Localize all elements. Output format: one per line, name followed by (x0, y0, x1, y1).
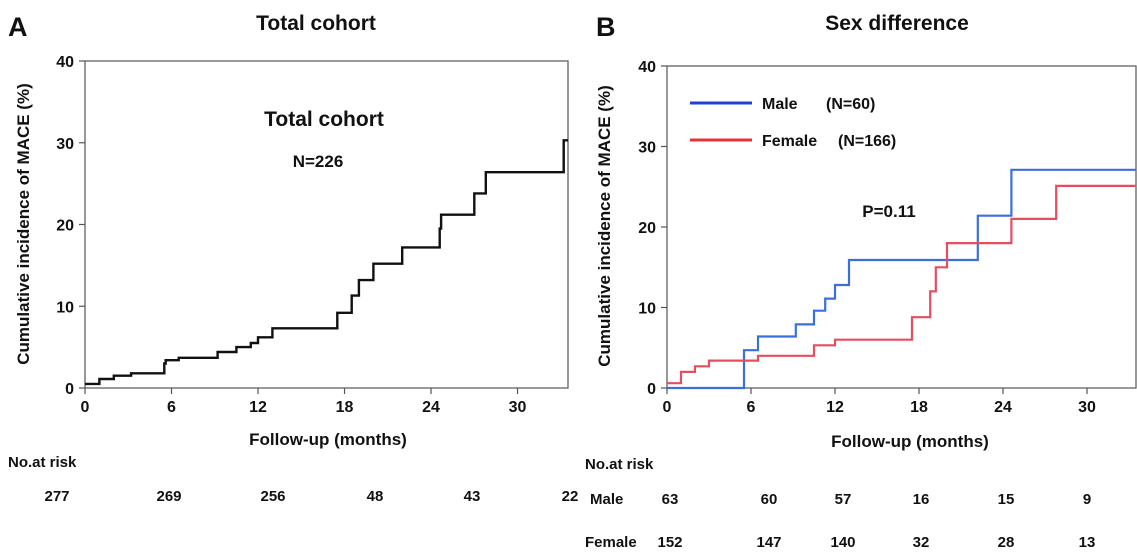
panel-a-series-group (85, 139, 568, 386)
panel-b-xlabel: Follow-up (months) (831, 432, 989, 451)
risk-value: 22 (561, 488, 579, 505)
x-tick-label-12: 12 (826, 399, 844, 416)
panel-b-legend: Male (N=60) Female (N=166) (690, 96, 896, 150)
x-tick-label-12: 12 (249, 399, 267, 416)
risk-value: 147 (756, 534, 782, 551)
y-tick-label-20: 20 (56, 218, 74, 235)
risk-value: 57 (834, 491, 852, 508)
panel-b-series-group (667, 168, 1136, 390)
series-line-female (667, 184, 1136, 385)
panel-b-p-value: P=0.11 (862, 202, 915, 221)
risk-value: 277 (44, 488, 70, 505)
y-tick-label-0: 0 (65, 381, 74, 398)
legend-label-female: Female (762, 133, 817, 150)
panel-a-y-axis: 0 10 20 30 40 (56, 54, 85, 398)
panel-a: A Total cohort 0 10 20 30 40 0 6 12 18 24 30 Tota… (8, 12, 569, 449)
x-tick-label-24: 24 (994, 399, 1012, 416)
x-tick-label-30: 30 (1078, 399, 1096, 416)
risk-value: 16 (912, 491, 930, 508)
y-tick-label-0: 0 (647, 381, 656, 398)
x-tick-label-6: 6 (167, 399, 176, 416)
risk-value: 32 (912, 534, 930, 551)
y-tick-label-30: 30 (638, 140, 656, 157)
x-tick-label-0: 0 (81, 399, 90, 416)
risk-value: 48 (366, 488, 384, 505)
risk-value: 13 (1078, 534, 1096, 551)
x-tick-label-6: 6 (747, 399, 756, 416)
risk-row-label-male: Male (590, 491, 624, 508)
panel-b-x-axis: 0 6 12 18 24 30 (663, 388, 1096, 416)
y-tick-label-30: 30 (56, 136, 74, 153)
x-tick-label-30: 30 (509, 399, 527, 416)
panel-a-annotation-n: N=226 (293, 152, 344, 171)
risk-value: 60 (760, 491, 778, 508)
panel-b-ylabel: Cumulative incidence of MACE (%) (595, 85, 614, 366)
y-tick-label-10: 10 (638, 301, 656, 318)
panel-b: B Sex difference 0 10 20 30 40 0 6 12 18 24 30 Ma… (595, 12, 1137, 451)
legend-label-male: Male (762, 96, 798, 113)
y-tick-label-10: 10 (56, 299, 74, 316)
y-tick-label-40: 40 (56, 54, 74, 71)
x-tick-label-24: 24 (422, 399, 440, 416)
risk-value: 15 (997, 491, 1015, 508)
risk-value: 43 (463, 488, 481, 505)
risk-value: 28 (997, 534, 1015, 551)
panel-a-x-axis: 0 6 12 18 24 30 (81, 388, 527, 416)
risk-value: 152 (657, 534, 683, 551)
y-tick-label-20: 20 (638, 220, 656, 237)
panel-a-annotation-title: Total cohort (264, 108, 384, 131)
risk-row-label-female: Female (585, 534, 637, 551)
panel-a-ylabel: Cumulative incidence of MACE (%) (14, 83, 33, 364)
risk-value: 9 (1082, 491, 1092, 508)
risk-value: 63 (661, 491, 679, 508)
panel-a-letter: A (8, 12, 28, 42)
risk-table-title-b: No.at risk (585, 456, 654, 473)
y-tick-label-40: 40 (638, 59, 656, 76)
panel-b-y-axis: 0 10 20 30 40 (638, 59, 667, 398)
panel-b-letter: B (596, 12, 616, 42)
panel-a-xlabel: Follow-up (months) (249, 430, 407, 449)
series-line-total (85, 139, 568, 386)
legend-n-female: (N=166) (838, 133, 896, 150)
x-tick-label-0: 0 (663, 399, 672, 416)
x-tick-label-18: 18 (910, 399, 928, 416)
panel-a-title: Total cohort (256, 12, 376, 35)
risk-value: 140 (830, 534, 856, 551)
panel-b-title: Sex difference (825, 12, 969, 35)
risk-value: 256 (260, 488, 286, 505)
legend-n-male: (N=60) (826, 96, 875, 113)
risk-value: 269 (156, 488, 182, 505)
risk-table-title-a: No.at risk (8, 454, 77, 471)
series-line-male (667, 168, 1136, 390)
x-tick-label-18: 18 (336, 399, 354, 416)
